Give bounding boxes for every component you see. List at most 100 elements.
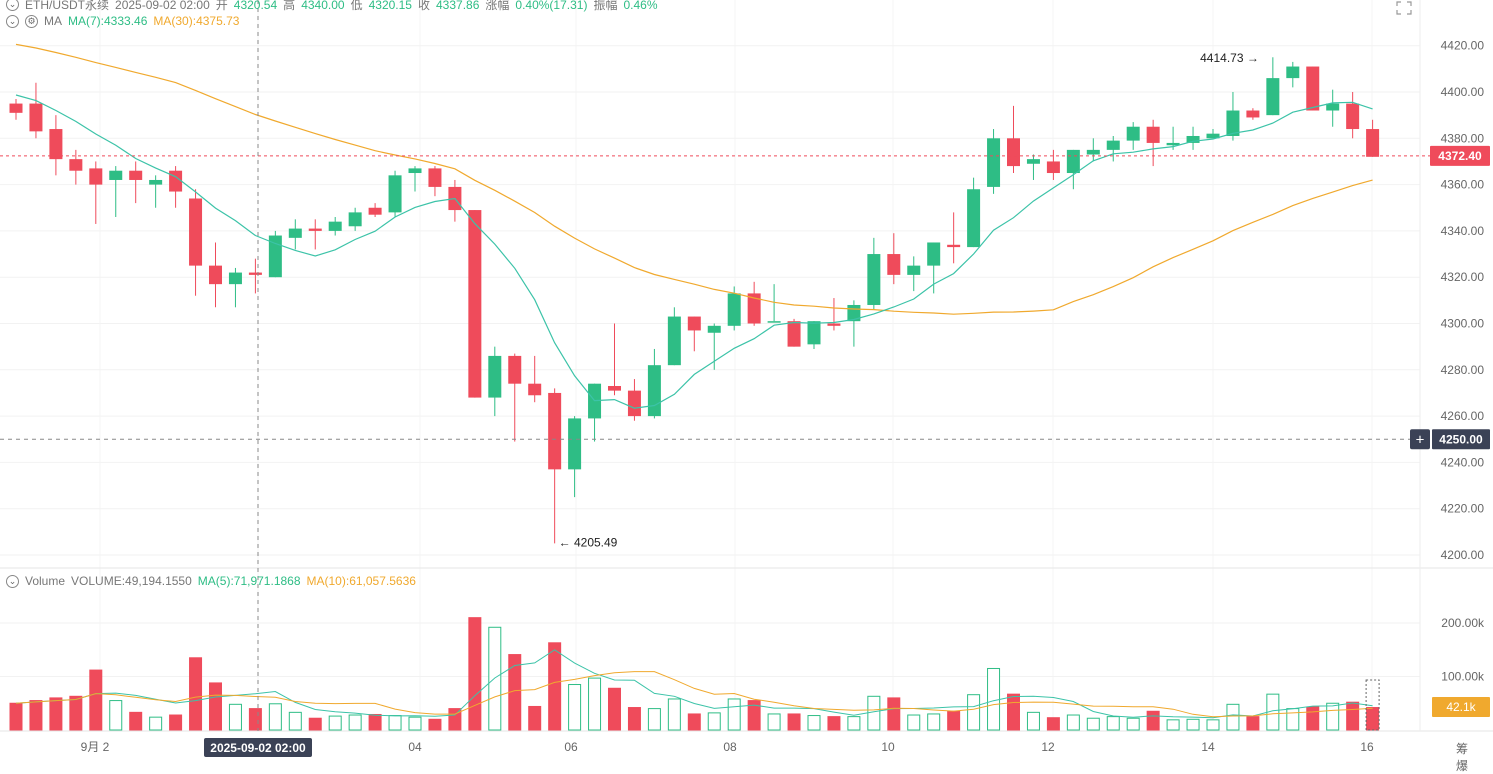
- volume-bar: [109, 700, 123, 731]
- change-value: 0.40%(17.31): [515, 0, 588, 12]
- candle-body: [268, 235, 282, 278]
- candle-body: [1326, 103, 1340, 111]
- candle-body: [488, 355, 502, 398]
- expand-icon[interactable]: [1395, 0, 1413, 16]
- settings-icon[interactable]: ⚙: [25, 14, 38, 28]
- volume-bar: [987, 667, 1001, 731]
- candle-body: [1186, 135, 1200, 143]
- low-annotation: ← 4205.49: [559, 535, 618, 549]
- volume-bar: [1106, 716, 1120, 731]
- candle-body: [368, 207, 382, 215]
- volume-bar: [1306, 706, 1320, 731]
- candle-body: [228, 272, 242, 285]
- volume-bar: [49, 697, 63, 731]
- crosshair-date-label: 2025-09-02 02:00: [210, 741, 306, 755]
- candle-body: [129, 170, 143, 180]
- ma-legend: ⌄ ⚙ MA MA(7):4333.46 MA(30):4375.73: [6, 14, 239, 28]
- candle-body: [947, 244, 961, 248]
- open-label: 开: [215, 0, 228, 12]
- candle-body: [627, 390, 641, 417]
- price-tick-label: 4320.00: [1441, 270, 1485, 284]
- candle-body: [508, 355, 522, 384]
- price-tick-label: 4300.00: [1441, 317, 1485, 331]
- volume-bar: [1146, 710, 1160, 731]
- candle-body: [548, 392, 562, 470]
- candle-body: [647, 365, 661, 417]
- volume-bar: [588, 677, 602, 731]
- candle-body: [348, 212, 362, 227]
- candle-body: [288, 228, 302, 238]
- volume-bar: [847, 716, 861, 731]
- volume-bar: [1246, 716, 1260, 731]
- high-value: 4340.00: [301, 0, 345, 12]
- volume-ma5-line: [15, 649, 1373, 719]
- volume-bar: [1206, 719, 1220, 731]
- volume-bar: [228, 703, 242, 731]
- candle-body: [169, 170, 183, 192]
- candle-body: [1086, 149, 1100, 155]
- candle-body: [29, 103, 43, 132]
- chevron-down-icon[interactable]: ⌄: [6, 574, 19, 588]
- volume-bar: [907, 714, 921, 731]
- ma30-line: [15, 43, 1373, 315]
- candle-body: [887, 254, 901, 275]
- high-label: 高: [283, 0, 296, 12]
- candle-body: [568, 418, 582, 470]
- high-annotation: 4414.73 →: [1200, 51, 1259, 65]
- volume-bar: [867, 695, 881, 731]
- candle-body: [927, 242, 941, 266]
- candle-body: [89, 168, 103, 185]
- volume-bar: [1326, 702, 1340, 731]
- price-tick-label: 4200.00: [1441, 548, 1485, 562]
- tools-label[interactable]: 筹 爆: [1456, 742, 1475, 773]
- candle-body: [9, 103, 23, 113]
- volume-bar: [209, 682, 222, 731]
- current-volume-label: 42.1k: [1446, 700, 1476, 714]
- change-label: 涨幅: [485, 0, 510, 12]
- volume-bar: [288, 711, 302, 731]
- crosshair-price-tag: [1432, 429, 1490, 450]
- volume-tick-label: 100.00k: [1441, 670, 1485, 684]
- ma30-value: MA(30):4375.73: [153, 14, 240, 28]
- candle-body: [1306, 66, 1320, 111]
- volume-bar: [747, 700, 761, 731]
- candle-body: [707, 325, 721, 333]
- candle-body: [787, 321, 801, 347]
- volume-bar: [787, 713, 801, 731]
- candle-body: [1206, 133, 1220, 139]
- volume-bar: [627, 707, 641, 731]
- volume-bar: [827, 716, 841, 731]
- candle-body: [967, 189, 981, 248]
- low-label: 低: [350, 0, 363, 12]
- current-volume-box: [1365, 679, 1380, 731]
- crosshair-date-tag: [204, 738, 312, 757]
- price-tick-label: 4260.00: [1441, 409, 1485, 423]
- candle-body: [727, 293, 741, 326]
- volume-bar: [368, 713, 382, 731]
- volume-bar: [647, 708, 661, 731]
- candle-body: [767, 321, 781, 323]
- x-tick-label: 16: [1360, 740, 1374, 754]
- volume-bar: [248, 708, 262, 731]
- candle-body: [687, 316, 701, 331]
- volume-bar: [528, 705, 542, 731]
- candle-body: [1106, 140, 1120, 150]
- volume-bar: [1166, 719, 1180, 731]
- candle-body: [388, 175, 402, 213]
- candle-body: [248, 272, 262, 275]
- volume-bar: [1186, 718, 1200, 731]
- chevron-down-icon[interactable]: ⌄: [6, 0, 19, 11]
- chevron-down-icon[interactable]: ⌄: [6, 14, 19, 28]
- volume-tick-label: 200.00k: [1441, 616, 1485, 630]
- volume-bar: [548, 642, 562, 731]
- volume-bar: [1226, 703, 1240, 731]
- crosshair-price-label: 4250.00: [1439, 432, 1483, 446]
- volume-bar: [1286, 708, 1300, 731]
- x-tick-label: 08: [723, 740, 737, 754]
- candle-body: [1246, 110, 1260, 118]
- symbol-label: ETH/USDT永续: [25, 0, 110, 12]
- volume-bar: [568, 684, 582, 731]
- volume-bar: [29, 700, 43, 731]
